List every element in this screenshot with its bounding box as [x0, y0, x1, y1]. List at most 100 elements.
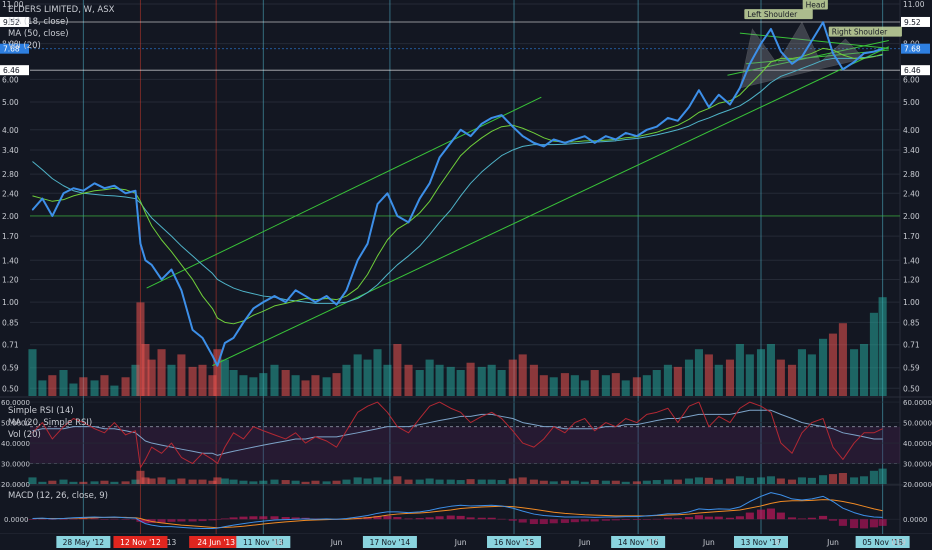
volume-bar: [38, 380, 47, 396]
macd-histogram-bar: [446, 515, 455, 520]
volume-bar: [745, 354, 754, 396]
macd-histogram-bar: [28, 519, 37, 520]
x-tick-label: 28 May '12: [63, 538, 105, 547]
macd-histogram-bar: [642, 519, 651, 520]
price-point: [863, 52, 865, 54]
pattern-label-box: [802, 0, 828, 10]
macd-histogram-bar: [373, 515, 382, 520]
macd-histogram-bar: [208, 519, 217, 521]
x-tick-label: 6: [527, 538, 532, 547]
rsi-volume-bar: [131, 479, 140, 484]
volume-bar: [383, 364, 392, 396]
price-point: [304, 295, 307, 297]
legend-rsi-volume[interactable]: Vol (20): [8, 430, 41, 440]
macd-histogram-bar: [673, 518, 682, 520]
x-tick-label: 24 Jun '13: [197, 538, 235, 547]
legend-rsi[interactable]: Simple RSI (14): [8, 406, 74, 416]
price-point: [564, 142, 566, 144]
macd-histogram-bar: [466, 517, 475, 520]
price-point: [242, 321, 245, 323]
macd-histogram-bar: [611, 519, 620, 521]
price-point: [82, 190, 84, 192]
macd-histogram-bar: [497, 518, 506, 520]
rsi-volume-bar: [869, 470, 878, 484]
volume-bar: [435, 364, 444, 396]
rsi-volume-bar: [28, 477, 37, 484]
rsi-volume-bar: [48, 480, 57, 484]
rsi-volume-bar: [601, 480, 610, 484]
volume-bar: [787, 364, 797, 396]
rsi-volume-bar: [404, 479, 413, 484]
volume-bar: [301, 380, 310, 396]
rsi-volume-bar: [353, 477, 362, 484]
trend-line: [146, 96, 542, 289]
macd-histogram-bar: [859, 519, 869, 529]
price-point: [262, 301, 264, 303]
rsi-tick-left: 50.0000: [1, 420, 30, 428]
rsi-volume-bar: [259, 480, 268, 484]
rsi-tick-right: 30.0000: [903, 461, 932, 469]
rsi-volume-bar: [435, 479, 444, 484]
price-point: [139, 243, 142, 245]
volume-bar: [393, 344, 402, 396]
rsi-volume-bar: [373, 477, 382, 484]
legend-macd[interactable]: MACD (12, 26, close, 9): [8, 491, 108, 501]
rsi-volume-bar: [281, 480, 290, 484]
x-tick-label: 14: [273, 538, 283, 547]
price-point: [201, 337, 204, 339]
macd-histogram-bar: [198, 519, 207, 522]
price-point: [93, 182, 96, 184]
macd-histogram-bar: [570, 519, 579, 523]
macd-histogram-bar: [652, 518, 661, 520]
rsi-volume-bar: [188, 479, 197, 484]
price-label-box: [901, 65, 930, 76]
price-tick-left: 11.00: [2, 0, 24, 9]
price-point: [873, 51, 875, 53]
price-point: [345, 289, 348, 291]
volume-bar: [766, 344, 775, 396]
volume-bar: [704, 354, 713, 396]
macd-histogram-bar: [529, 519, 538, 525]
legend-volume[interactable]: Vol (20): [8, 41, 41, 51]
macd-histogram-bar: [383, 515, 392, 520]
x-tick-highlight: [56, 536, 111, 548]
macd-histogram-bar: [435, 516, 444, 520]
price-point: [749, 63, 751, 65]
rsi-volume-bar: [213, 477, 222, 484]
legend-symbol[interactable]: ELDERS LIMITED, W, ASX: [8, 5, 115, 15]
x-tick-highlight: [113, 536, 168, 548]
rsi-volume-bar: [69, 481, 78, 484]
price-tick-left: 4.00: [2, 126, 19, 135]
rsi-volume-bar: [797, 477, 807, 484]
price-tick-right: 6.00: [903, 75, 920, 84]
price-point: [625, 132, 627, 134]
macd-histogram-bar: [281, 517, 290, 520]
price-point: [170, 268, 173, 271]
legend-ma18[interactable]: MA (18, close): [8, 17, 69, 27]
price-tick-right: 1.00: [903, 298, 920, 307]
price-tick-right: 1.20: [903, 275, 920, 284]
volume-bar: [859, 344, 869, 396]
volume-bar: [776, 359, 785, 396]
volume-bar: [342, 364, 351, 396]
legend-rsi-ma[interactable]: MA (20, Simple RSI): [8, 418, 93, 428]
macd-histogram-bar: [539, 519, 548, 525]
x-tick-label: 019: [892, 538, 907, 547]
price-point: [273, 295, 276, 297]
legend-ma50[interactable]: MA (50, close): [8, 29, 69, 39]
rsi-tick-right: 50.0000: [903, 420, 932, 428]
rsi-volume-bar: [322, 481, 331, 484]
rsi-volume-bar: [100, 480, 109, 484]
volume-bar: [198, 364, 207, 396]
price-point: [543, 145, 545, 147]
macd-histogram-bar: [508, 519, 517, 521]
price-tick-left: 2.00: [2, 212, 19, 221]
x-tick-label: 13 Nov '17: [741, 538, 782, 547]
macd-histogram-bar: [601, 519, 610, 521]
macd-histogram-bar: [141, 519, 150, 523]
volume-bar: [725, 359, 735, 396]
price-point: [770, 28, 772, 30]
volume-bar: [652, 370, 661, 396]
price-point: [386, 192, 389, 194]
